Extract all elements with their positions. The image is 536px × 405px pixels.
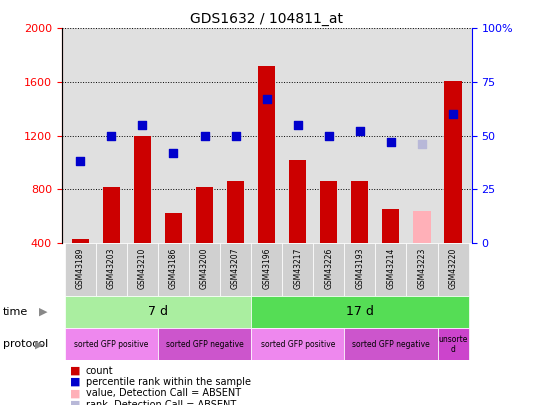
Point [169, 149, 178, 156]
Text: GSM43193: GSM43193 [355, 247, 364, 289]
Text: time: time [3, 307, 28, 317]
Text: unsorte
d: unsorte d [438, 335, 468, 354]
FancyBboxPatch shape [437, 243, 468, 296]
Point [324, 132, 333, 139]
Text: sorted GFP positive: sorted GFP positive [74, 340, 148, 349]
Text: GSM43210: GSM43210 [138, 247, 147, 289]
Text: GSM43186: GSM43186 [169, 247, 178, 289]
Text: ▶: ▶ [39, 307, 48, 317]
Text: GSM43189: GSM43189 [76, 247, 85, 289]
Title: GDS1632 / 104811_at: GDS1632 / 104811_at [190, 12, 343, 26]
Text: sorted GFP negative: sorted GFP negative [166, 340, 243, 349]
Bar [103, 187, 120, 243]
Point [449, 111, 457, 117]
FancyBboxPatch shape [158, 328, 251, 360]
FancyBboxPatch shape [344, 328, 437, 360]
FancyBboxPatch shape [375, 243, 406, 296]
FancyBboxPatch shape [65, 243, 96, 296]
Text: ■: ■ [70, 388, 80, 398]
Text: GSM43217: GSM43217 [293, 247, 302, 289]
FancyBboxPatch shape [406, 243, 437, 296]
Point [418, 141, 426, 147]
Text: ▶: ▶ [35, 339, 44, 349]
Text: sorted GFP positive: sorted GFP positive [260, 340, 335, 349]
FancyBboxPatch shape [282, 243, 313, 296]
Text: GSM43226: GSM43226 [324, 247, 333, 289]
Text: GSM43214: GSM43214 [386, 247, 396, 289]
Text: GSM43196: GSM43196 [262, 247, 271, 289]
FancyBboxPatch shape [251, 243, 282, 296]
FancyBboxPatch shape [437, 328, 468, 360]
Point [386, 139, 395, 145]
FancyBboxPatch shape [158, 243, 189, 296]
Bar [258, 66, 275, 243]
FancyBboxPatch shape [313, 243, 344, 296]
FancyBboxPatch shape [251, 296, 468, 328]
Bar [351, 181, 368, 243]
Point [200, 132, 209, 139]
Bar [72, 239, 89, 243]
Point [263, 96, 271, 102]
Bar [444, 81, 461, 243]
FancyBboxPatch shape [189, 243, 220, 296]
Bar [227, 181, 244, 243]
Text: 7 d: 7 d [148, 305, 168, 318]
Bar [165, 213, 182, 243]
Text: protocol: protocol [3, 339, 48, 349]
Text: GSM43200: GSM43200 [200, 247, 209, 289]
Point [76, 158, 85, 165]
Text: sorted GFP negative: sorted GFP negative [352, 340, 430, 349]
Text: GSM43207: GSM43207 [231, 247, 240, 289]
FancyBboxPatch shape [344, 243, 375, 296]
Text: GSM43223: GSM43223 [418, 247, 427, 289]
Text: ■: ■ [70, 366, 80, 375]
Text: value, Detection Call = ABSENT: value, Detection Call = ABSENT [86, 388, 241, 398]
FancyBboxPatch shape [251, 328, 344, 360]
Point [138, 122, 147, 128]
FancyBboxPatch shape [65, 328, 158, 360]
FancyBboxPatch shape [127, 243, 158, 296]
Bar [134, 136, 151, 243]
Text: 17 d: 17 d [346, 305, 374, 318]
Bar [382, 209, 399, 243]
Point [107, 132, 116, 139]
Point [355, 128, 364, 134]
Text: GSM43220: GSM43220 [449, 247, 458, 289]
Bar [413, 211, 430, 243]
Point [232, 132, 240, 139]
FancyBboxPatch shape [96, 243, 127, 296]
FancyBboxPatch shape [65, 296, 251, 328]
FancyBboxPatch shape [220, 243, 251, 296]
Point [293, 122, 302, 128]
Bar [196, 187, 213, 243]
Text: rank, Detection Call = ABSENT: rank, Detection Call = ABSENT [86, 400, 236, 405]
Bar [320, 181, 337, 243]
Bar [289, 160, 306, 243]
Text: count: count [86, 366, 114, 375]
Text: percentile rank within the sample: percentile rank within the sample [86, 377, 251, 387]
Text: GSM43203: GSM43203 [107, 247, 116, 289]
Text: ■: ■ [70, 377, 80, 387]
Text: ■: ■ [70, 400, 80, 405]
